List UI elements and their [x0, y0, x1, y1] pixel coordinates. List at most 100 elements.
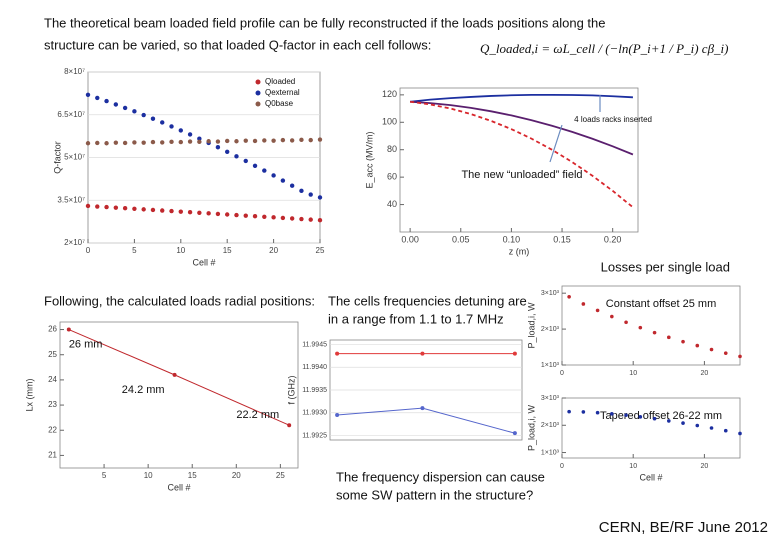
data-point	[287, 423, 292, 428]
data-point	[610, 412, 614, 416]
data-point	[141, 112, 146, 118]
data-point	[681, 339, 685, 344]
data-point	[172, 372, 177, 377]
x-tick-label: 0	[86, 246, 91, 255]
data-point	[178, 209, 183, 214]
y-axis-title: P_load,i, W	[526, 302, 536, 349]
data-point	[252, 138, 258, 144]
footer: CERN, BE/RF June 2012	[599, 519, 768, 536]
x-tick-label: 0.15	[553, 234, 571, 244]
data-point	[66, 327, 71, 332]
x-tick-label: 0.05	[452, 234, 470, 244]
y-tick-label: 22	[48, 425, 57, 434]
data-point	[122, 206, 128, 211]
heading: Losses per single load	[601, 259, 730, 274]
y-tick-label: 60	[387, 172, 397, 182]
data-point	[132, 109, 137, 114]
data-point	[225, 212, 230, 217]
y-tick-label: 3.5×10⁷	[57, 195, 85, 204]
data-point	[299, 216, 304, 222]
data-point	[262, 138, 267, 143]
data-point	[215, 139, 221, 144]
annotation: The new “unloaded” field	[461, 169, 582, 181]
data-point	[169, 124, 174, 129]
x-tick-label: 0.00	[401, 234, 419, 244]
note: some SW pattern in the structure?	[336, 487, 533, 502]
y-tick-label: 2×10⁷	[64, 238, 85, 247]
x-tick-label: 15	[188, 471, 197, 480]
y-tick-label: 26	[48, 325, 57, 334]
data-point	[225, 138, 230, 144]
x-tick-label: 25	[316, 246, 325, 255]
data-point	[95, 204, 100, 209]
y-axis-title: Lx (mm)	[24, 379, 34, 412]
data-point	[215, 145, 221, 150]
data-point	[187, 132, 193, 137]
data-point	[624, 413, 628, 417]
data-point	[187, 210, 193, 215]
data-point	[206, 211, 211, 216]
data-point	[243, 213, 248, 218]
data-point	[299, 188, 304, 194]
data-point	[723, 351, 728, 355]
data-point	[638, 415, 643, 419]
arrow	[549, 124, 563, 163]
title-line: structure can be varied, so that loaded …	[44, 37, 431, 52]
data-point	[113, 205, 119, 210]
data-point	[709, 426, 714, 430]
series-line	[410, 100, 634, 209]
x-axis-title: Cell #	[167, 482, 190, 492]
y-tick-label: 11.9940	[302, 364, 327, 371]
y-axis-title: Q-factor	[52, 141, 62, 174]
x-axis-title: z (m)	[509, 246, 530, 256]
data-point	[289, 138, 295, 143]
legend-label: Q0base	[265, 99, 294, 108]
x-tick-label: 25	[276, 471, 285, 480]
y-tick-label: 2×10³	[541, 326, 560, 333]
data-point	[280, 178, 286, 183]
data-point	[681, 421, 685, 425]
data-point	[308, 137, 313, 143]
x-tick-label: 10	[629, 463, 637, 470]
data-point	[667, 419, 671, 423]
x-tick-label: 10	[144, 471, 153, 480]
plot-area	[399, 87, 639, 233]
x-tick-label: 10	[629, 370, 637, 377]
data-point	[308, 192, 313, 197]
data-point	[243, 138, 248, 143]
data-label: 24.2 mm	[122, 384, 165, 396]
y-tick-label: 120	[382, 89, 397, 99]
data-point	[150, 116, 156, 121]
x-tick-label: 20	[701, 463, 709, 470]
data-point	[567, 409, 571, 414]
data-point	[113, 140, 119, 145]
data-point	[595, 410, 600, 415]
x-tick-label: 0.20	[604, 234, 622, 244]
data-point	[420, 351, 425, 356]
data-label: 26 mm	[69, 338, 103, 350]
plot-area	[561, 285, 741, 366]
data-point	[317, 137, 323, 142]
data-point	[738, 431, 742, 436]
y-tick-label: 11.9945	[302, 341, 327, 348]
data-point	[160, 208, 165, 213]
data-point	[299, 137, 304, 143]
y-tick-label: 5×10⁷	[64, 153, 85, 162]
x-tick-label: 10	[176, 246, 185, 255]
x-axis-title: Cell #	[192, 257, 215, 267]
data-point	[85, 141, 91, 146]
data-point	[271, 138, 276, 143]
data-point	[695, 343, 700, 348]
title-line: The theoretical beam loaded field profil…	[44, 15, 606, 30]
data-point	[234, 139, 239, 144]
data-point	[512, 431, 517, 436]
x-tick-label: 0.10	[503, 234, 521, 244]
data-point	[738, 354, 742, 359]
data-point	[187, 139, 193, 144]
data-point	[317, 195, 323, 200]
data-point	[308, 217, 313, 222]
note: Following, the calculated loads radial p…	[44, 293, 315, 308]
data-point	[104, 98, 109, 104]
data-point	[335, 413, 340, 417]
